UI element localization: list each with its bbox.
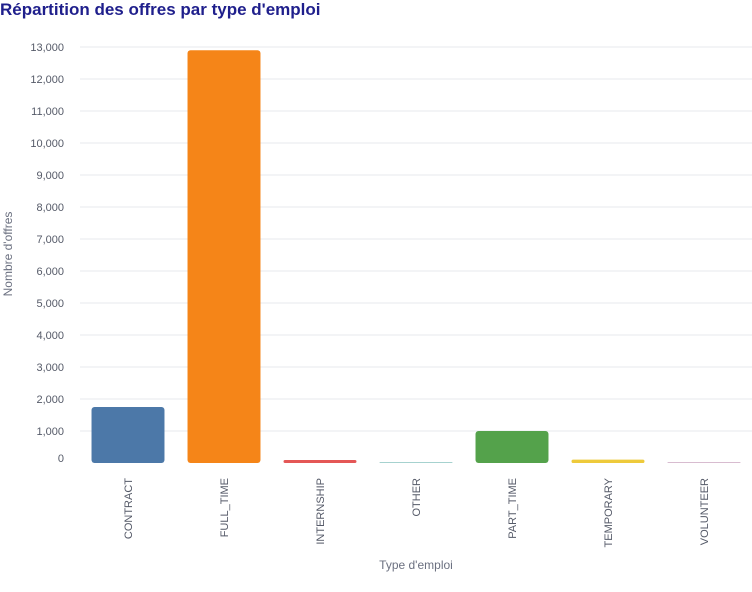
bar-other[interactable] (379, 462, 453, 463)
x-tick-label: CONTRACT (123, 478, 135, 539)
bar-internship[interactable] (283, 459, 357, 463)
x-tick-label: VOLUNTEER (699, 478, 711, 545)
bar-temporary[interactable] (571, 459, 645, 463)
x-tick-label: FULL_TIME (219, 478, 231, 537)
y-tick-label: 5,000 (36, 298, 64, 310)
y-tick-label: 4,000 (36, 330, 64, 342)
y-tick-label: 0 (58, 453, 64, 465)
y-tick-label: 2,000 (36, 394, 64, 406)
x-tick-label: TEMPORARY (603, 477, 615, 547)
bar-contract[interactable] (91, 407, 165, 463)
y-tick-label: 7,000 (36, 234, 64, 246)
x-axis-title: Type d'emploi (379, 558, 453, 572)
chart-title: Répartition des offres par type d'emploi (0, 0, 321, 19)
y-tick-label: 6,000 (36, 266, 64, 278)
bar-volunteer[interactable] (667, 462, 741, 464)
gridlines (80, 46, 752, 432)
y-tick-label: 12,000 (30, 74, 64, 86)
bar-part-time[interactable] (475, 431, 549, 463)
x-axis-ticks: CONTRACT FULL_TIME INTERNSHIP OTHER PART_TIM… (123, 477, 711, 547)
x-tick-label: OTHER (411, 478, 423, 517)
y-tick-label: 3,000 (36, 362, 64, 374)
x-tick-label: INTERNSHIP (315, 478, 327, 545)
y-axis-ticks: 0 1,000 2,000 3,000 4,000 5,000 6,000 7,000 8,00… (30, 42, 64, 465)
y-tick-label: 13,000 (30, 42, 64, 54)
bars (91, 50, 741, 464)
x-tick-label: PART_TIME (507, 478, 519, 539)
y-tick-label: 10,000 (30, 138, 64, 150)
y-axis-title: Nombre d'offres (1, 212, 15, 297)
y-tick-label: 11,000 (31, 106, 64, 118)
y-tick-label: 9,000 (36, 170, 64, 182)
bar-full-time[interactable] (187, 50, 261, 463)
y-tick-label: 1,000 (36, 426, 64, 438)
y-tick-label: 8,000 (36, 202, 64, 214)
